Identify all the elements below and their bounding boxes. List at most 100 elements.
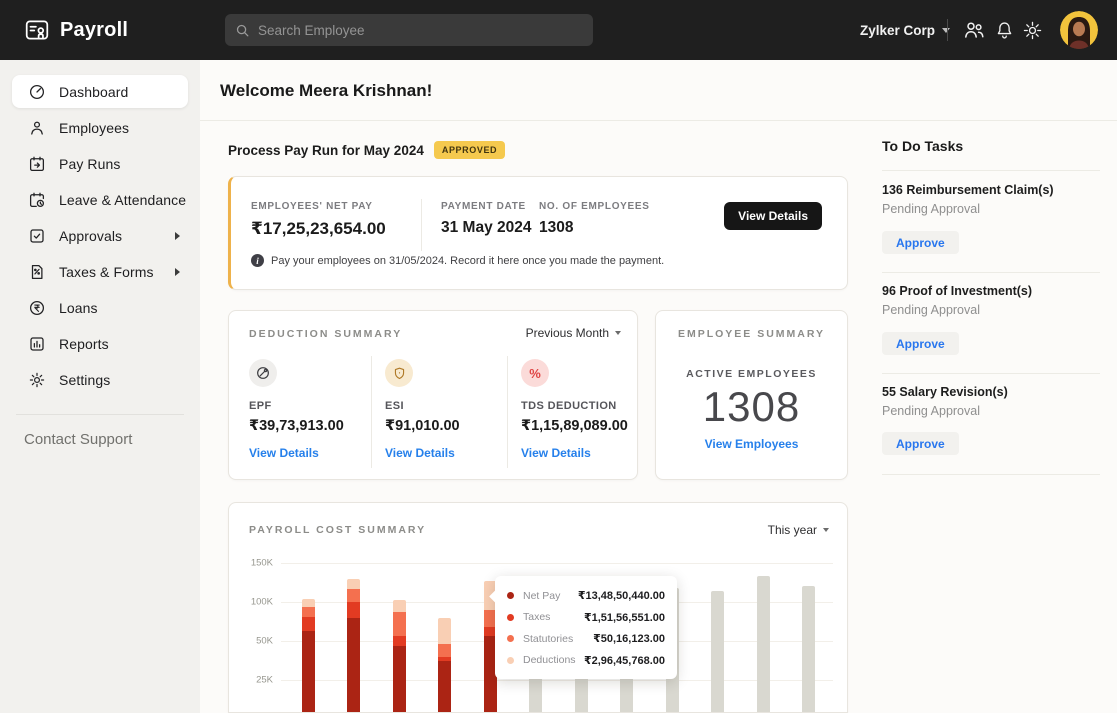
- deduction-summary-card: DEDUCTION SUMMARY Previous Month EPF ₹39…: [228, 310, 638, 480]
- content-divider: [200, 120, 1117, 121]
- sidebar-item-label: Dashboard: [59, 83, 129, 100]
- chart-bar-segment-taxes[interactable]: [438, 656, 451, 662]
- net-pay-stat: EMPLOYEES' NET PAY ₹17,25,23,654.00: [251, 201, 386, 239]
- users-icon[interactable]: [962, 0, 986, 60]
- sidebar-item-label: Settings: [59, 371, 111, 388]
- chart-bar-segment-statutories[interactable]: [392, 612, 406, 637]
- chart-bar-segment-statutories[interactable]: [347, 588, 360, 602]
- epf-view-details-link[interactable]: View Details: [249, 446, 319, 460]
- chart-bar-segment-statutories[interactable]: [438, 644, 451, 657]
- todo-divider: [882, 373, 1100, 374]
- chart-bar-segment-statutories[interactable]: [483, 609, 497, 627]
- sidebar-item-label: Employees: [59, 119, 130, 136]
- approve-button[interactable]: Approve: [882, 432, 959, 455]
- gear-icon[interactable]: [1022, 0, 1043, 60]
- top-app-bar: Payroll Zylker Corp: [0, 0, 1117, 60]
- task-status: Pending Approval: [882, 404, 980, 418]
- deduction-value: ₹91,010.00: [385, 418, 460, 434]
- tooltip-series-value: ₹50,16,123.00: [593, 633, 665, 646]
- task-status: Pending Approval: [882, 202, 980, 216]
- chart-bar-projected[interactable]: [711, 591, 724, 712]
- y-axis-tick: 150K: [250, 557, 273, 569]
- chart-bar-segment-deductions[interactable]: [392, 599, 406, 613]
- search-icon: [236, 24, 249, 36]
- column-divider: [507, 356, 508, 468]
- gridline: [281, 680, 833, 681]
- settings-icon: [29, 372, 45, 387]
- esi-summary: ESI ₹91,010.00 View Details: [385, 359, 503, 460]
- approve-button[interactable]: Approve: [882, 332, 959, 355]
- chart-bar-segment-taxes[interactable]: [347, 602, 360, 619]
- deduction-value: ₹39,73,913.00: [249, 418, 344, 434]
- sidebar-item-pay-runs[interactable]: Pay Runs: [12, 147, 188, 180]
- tds-view-details-link[interactable]: View Details: [521, 446, 591, 460]
- tds-summary: % TDS DEDUCTION ₹1,15,89,089.00 View Det…: [521, 359, 639, 460]
- sidebar-item-reports[interactable]: Reports: [12, 327, 188, 360]
- legend-dot-icon: [507, 592, 514, 600]
- page-title: Welcome Meera Krishnan!: [220, 81, 433, 100]
- sidebar-item-taxes-forms[interactable]: Taxes & Forms: [12, 255, 188, 288]
- gridline: [281, 563, 833, 564]
- sidebar-item-dashboard[interactable]: Dashboard: [12, 75, 188, 108]
- status-badge: APPROVED: [433, 141, 506, 159]
- chart-bar-segment-deductions[interactable]: [438, 618, 451, 645]
- header-divider: [947, 19, 948, 41]
- payment-date-stat: PAYMENT DATE 31 May 2024: [441, 201, 532, 237]
- chart-bar-segment-taxes[interactable]: [301, 616, 315, 631]
- sidebar-item-label: Taxes & Forms: [59, 263, 154, 280]
- chart-bar-segment-taxes[interactable]: [483, 626, 497, 637]
- search-input[interactable]: [258, 22, 583, 38]
- stat-label: NO. OF EMPLOYEES: [539, 201, 650, 212]
- todo-divider: [882, 474, 1100, 475]
- chart-bar-segment-net_pay[interactable]: [392, 645, 406, 712]
- org-switcher[interactable]: Zylker Corp: [860, 0, 951, 60]
- sidebar-item-leave-attendance[interactable]: Leave & Attendance: [12, 183, 188, 216]
- esi-view-details-link[interactable]: View Details: [385, 446, 455, 460]
- taxes-forms-icon: [31, 264, 43, 279]
- chart-period-dropdown[interactable]: This year: [768, 523, 829, 537]
- employee-search[interactable]: [225, 14, 593, 46]
- loans-icon: [29, 300, 45, 315]
- chart-bar-segment-deductions[interactable]: [347, 579, 360, 589]
- sidebar-item-label: Pay Runs: [59, 155, 121, 172]
- info-icon: i: [251, 254, 264, 267]
- chart-bar-segment-deductions[interactable]: [301, 598, 315, 607]
- approve-button[interactable]: Approve: [882, 231, 959, 254]
- chart-bar-segment-net_pay[interactable]: [347, 618, 360, 712]
- contact-support-link[interactable]: Contact Support: [24, 431, 133, 448]
- sidebar-item-settings[interactable]: Settings: [12, 363, 188, 396]
- chart-bar-projected[interactable]: [802, 585, 815, 712]
- app-title: Payroll: [60, 18, 129, 41]
- chart-bar-projected[interactable]: [756, 576, 770, 712]
- deduction-period-value: Previous Month: [525, 326, 609, 340]
- todo-divider: [882, 170, 1100, 171]
- pay-runs-icon: [29, 156, 45, 171]
- view-employees-link[interactable]: View Employees: [704, 437, 799, 451]
- legend-dot-icon: [507, 613, 514, 621]
- submenu-arrow-icon: [175, 267, 180, 276]
- tooltip-series-label: Taxes: [523, 611, 551, 624]
- employee-count-stat: NO. OF EMPLOYEES 1308: [539, 201, 650, 237]
- tooltip-series-label: Net Pay: [523, 589, 561, 602]
- sidebar-item-approvals[interactable]: Approvals: [12, 219, 188, 252]
- sidebar-item-employees[interactable]: Employees: [12, 111, 188, 144]
- chart-bar-segment-net_pay[interactable]: [438, 661, 451, 712]
- stat-label: PAYMENT DATE: [441, 201, 526, 212]
- chart-bar-segment-net_pay[interactable]: [483, 636, 497, 712]
- sidebar-item-label: Loans: [59, 299, 98, 316]
- user-avatar[interactable]: [1060, 11, 1098, 49]
- chart-bar-segment-net_pay[interactable]: [301, 630, 315, 712]
- active-employees-count: 1308: [702, 383, 801, 430]
- sidebar-item-loans[interactable]: Loans: [12, 291, 188, 324]
- task-status: Pending Approval: [882, 303, 980, 317]
- tds-percent-icon: %: [521, 359, 549, 387]
- reports-icon: [30, 336, 44, 351]
- deduction-period-dropdown[interactable]: Previous Month: [526, 326, 621, 340]
- todo-title: To Do Tasks: [882, 138, 964, 154]
- chart-bar-segment-statutories[interactable]: [301, 606, 315, 617]
- view-details-button[interactable]: View Details: [724, 202, 822, 230]
- stat-value: 1308: [539, 219, 574, 236]
- chart-bar-segment-taxes[interactable]: [392, 636, 406, 646]
- bell-icon[interactable]: [994, 0, 1015, 60]
- tooltip-series-value: ₹13,48,50,440.00: [577, 590, 665, 603]
